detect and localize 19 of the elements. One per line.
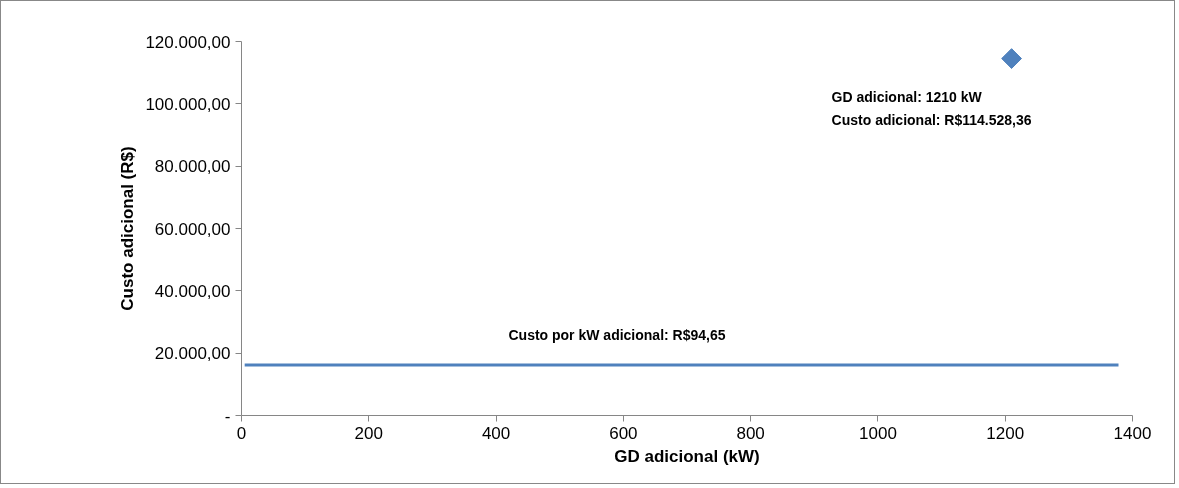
- y-tick-label: 80.000,00: [154, 157, 231, 177]
- y-axis-title: Custo adicional (R$): [118, 146, 138, 311]
- x-tick-label: 800: [736, 423, 765, 443]
- x-tick-label: 1200: [986, 423, 1025, 443]
- x-axis-title: GD adicional (kW): [614, 446, 760, 466]
- y-tick-label: 60.000,00: [154, 219, 231, 239]
- x-tick-label: 200: [354, 423, 383, 443]
- y-tick-label: -: [224, 406, 231, 426]
- x-tick-label: 1400: [1113, 423, 1152, 443]
- x-tick-label: 1000: [859, 423, 897, 443]
- y-tick-label: 40.000,00: [154, 281, 231, 301]
- x-tick-label: 0: [236, 423, 247, 443]
- y-tick-label: 100.000,00: [145, 94, 231, 114]
- annotation: Custo por kW adicional: R$94,65: [508, 327, 726, 344]
- y-tick-label: 120.000,00: [145, 32, 231, 52]
- x-tick-label: 400: [481, 423, 511, 443]
- annotation: GD adicional: 1210 kW Custo adicional: R$114.528,36: [831, 88, 1032, 128]
- y-tick-label: 20.000,00: [154, 344, 231, 364]
- x-tick-label: 600: [609, 423, 638, 443]
